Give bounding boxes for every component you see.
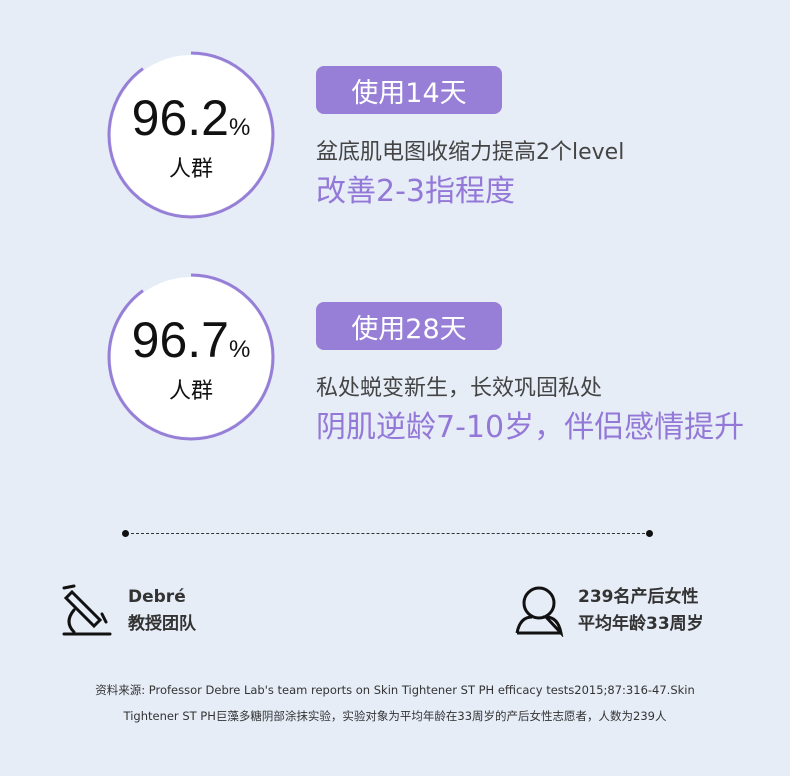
stat-group: 人群 xyxy=(168,157,213,182)
stat-highlight-2: 阴肌逆龄7-10岁，伴侣感情提升 xyxy=(316,410,745,445)
subjects-count: 239名产后女性 xyxy=(578,587,699,607)
progress-ring xyxy=(107,273,275,441)
divider-dot xyxy=(122,530,129,537)
team-label: 教授团队 xyxy=(128,614,196,634)
stat-description-1: 盆底肌电图收缩力提高2个level xyxy=(316,140,625,165)
source-line-2: Tightener ST PH巨藻多糖阴部涂抹实验，实验对象为平均年龄在33周岁… xyxy=(123,709,667,723)
stat-value: 96.7% xyxy=(131,312,251,368)
team-info: Debré 教授团队 xyxy=(62,584,196,638)
source-line-1: 资料来源: Professor Debre Lab's team reports… xyxy=(95,683,695,697)
divider xyxy=(126,533,650,534)
microscope-icon xyxy=(62,584,112,636)
team-name: Debré xyxy=(128,587,186,607)
stat-group: 人群 xyxy=(168,379,213,404)
duration-badge-1: 使用14天 xyxy=(316,66,502,114)
stat-ring-1: 96.2% 人群 xyxy=(106,50,276,220)
stat-description-2: 私处蜕变新生，长效巩固私处 xyxy=(316,376,603,401)
duration-badge-2: 使用28天 xyxy=(316,302,502,350)
progress-ring xyxy=(107,51,275,219)
subjects-age: 平均年龄33周岁 xyxy=(578,614,704,634)
stat-ring-2: 96.7% 人群 xyxy=(106,272,276,442)
stat-value: 96.2% xyxy=(131,90,251,146)
person-icon xyxy=(515,586,564,637)
stat-highlight-1: 改善2-3指程度 xyxy=(316,174,515,209)
subjects-info: 239名产后女性 平均年龄33周岁 xyxy=(514,584,704,638)
divider-dot xyxy=(646,530,653,537)
